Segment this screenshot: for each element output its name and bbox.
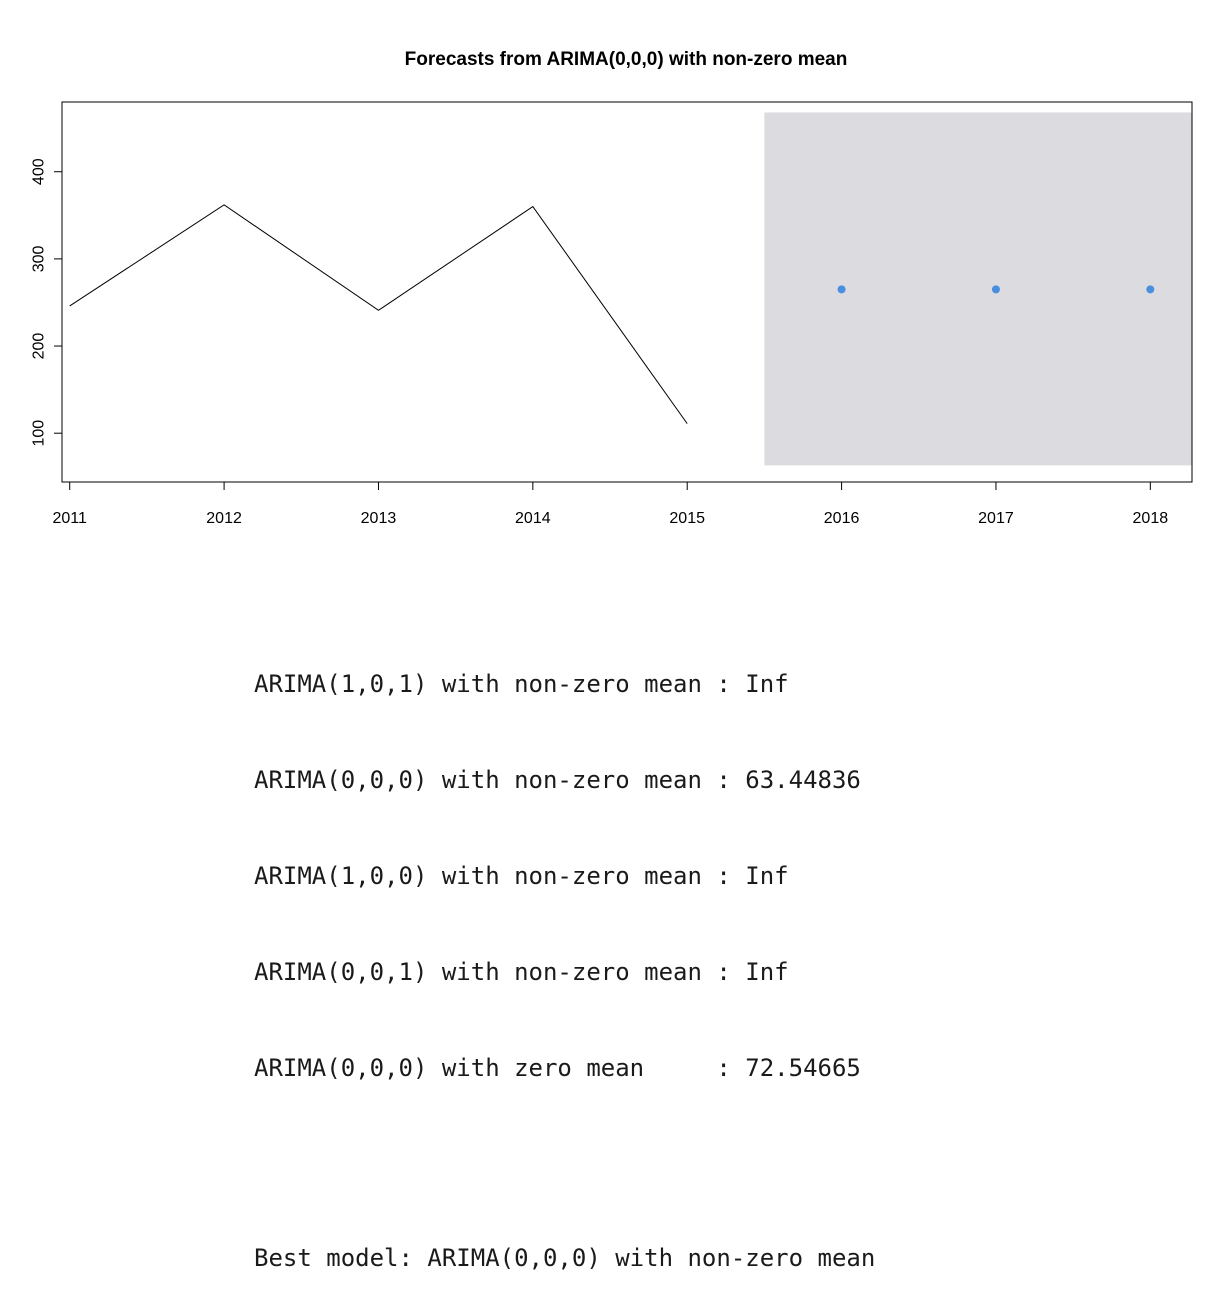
forecast-point-2018: [1146, 285, 1154, 293]
y-tick-label-300: 300: [31, 245, 48, 272]
prediction-interval: [764, 112, 1192, 465]
forecast-point-2017: [992, 285, 1000, 293]
console-line-5: ARIMA(0,0,0) with zero mean : 72.54665: [254, 1052, 875, 1084]
chart-title: Forecasts from ARIMA(0,0,0) with non-zer…: [405, 49, 848, 70]
x-tick-label-2018: 2018: [1133, 510, 1169, 527]
console-output: ARIMA(1,0,1) with non-zero mean : Inf AR…: [254, 604, 875, 1306]
x-tick-label-2016: 2016: [824, 510, 860, 527]
console-line-4: ARIMA(0,0,1) with non-zero mean : Inf: [254, 956, 875, 988]
y-tick-label-400: 400: [31, 158, 48, 185]
console-gap: [254, 1148, 875, 1178]
x-tick-label-2017: 2017: [978, 510, 1014, 527]
y-tick-label-200: 200: [31, 333, 48, 360]
y-tick-label-100: 100: [31, 420, 48, 447]
x-tick-label-2014: 2014: [515, 510, 551, 527]
forecast-point-2016: [838, 285, 846, 293]
console-line-3: ARIMA(1,0,0) with non-zero mean : Inf: [254, 860, 875, 892]
observed-series-line: [70, 205, 687, 424]
x-tick-label-2013: 2013: [361, 510, 397, 527]
x-tick-label-2012: 2012: [206, 510, 242, 527]
x-tick-label-2011: 2011: [53, 510, 88, 527]
x-tick-label-2015: 2015: [669, 510, 705, 527]
console-line-2: ARIMA(0,0,0) with non-zero mean : 63.448…: [254, 764, 875, 796]
console-line-1: ARIMA(1,0,1) with non-zero mean : Inf: [254, 668, 875, 700]
forecast-chart: Forecasts from ARIMA(0,0,0) with non-zer…: [0, 0, 1224, 560]
best-model-line: Best model: ARIMA(0,0,0) with non-zero m…: [254, 1242, 875, 1274]
